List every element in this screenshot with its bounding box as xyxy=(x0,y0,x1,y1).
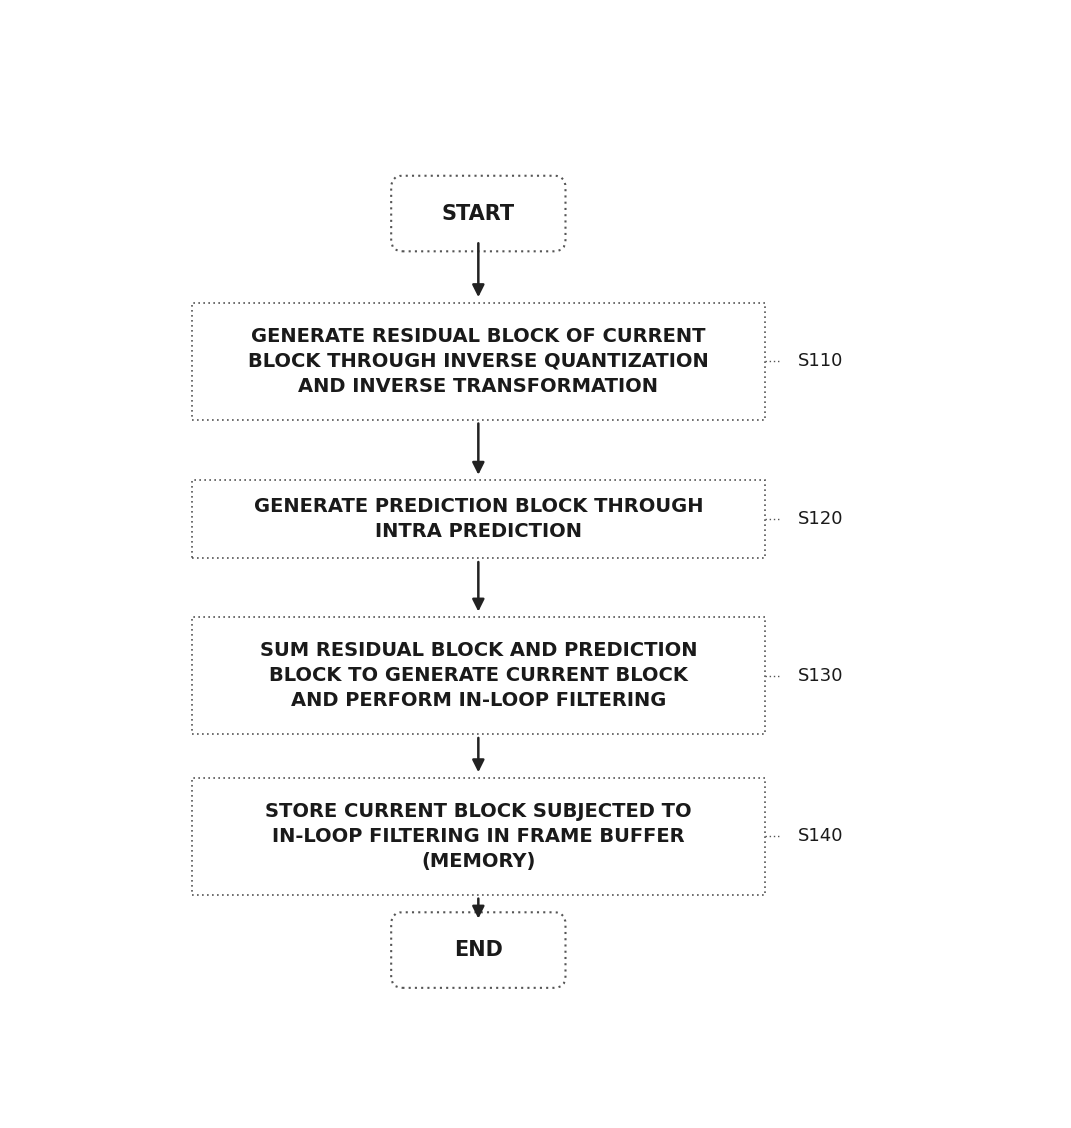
FancyBboxPatch shape xyxy=(192,617,765,734)
FancyBboxPatch shape xyxy=(391,176,565,252)
Text: SUM RESIDUAL BLOCK AND PREDICTION
BLOCK TO GENERATE CURRENT BLOCK
AND PERFORM IN: SUM RESIDUAL BLOCK AND PREDICTION BLOCK … xyxy=(259,641,697,711)
Text: GENERATE RESIDUAL BLOCK OF CURRENT
BLOCK THROUGH INVERSE QUANTIZATION
AND INVERS: GENERATE RESIDUAL BLOCK OF CURRENT BLOCK… xyxy=(248,327,709,396)
FancyBboxPatch shape xyxy=(192,777,765,895)
Text: S140: S140 xyxy=(798,827,843,845)
Text: S130: S130 xyxy=(798,667,843,685)
FancyBboxPatch shape xyxy=(391,913,565,988)
Text: END: END xyxy=(454,940,502,960)
Text: GENERATE PREDICTION BLOCK THROUGH
INTRA PREDICTION: GENERATE PREDICTION BLOCK THROUGH INTRA … xyxy=(254,497,703,541)
Text: S120: S120 xyxy=(798,510,843,528)
FancyBboxPatch shape xyxy=(192,302,765,420)
FancyBboxPatch shape xyxy=(192,481,765,558)
Text: STORE CURRENT BLOCK SUBJECTED TO
IN-LOOP FILTERING IN FRAME BUFFER
(MEMORY): STORE CURRENT BLOCK SUBJECTED TO IN-LOOP… xyxy=(265,802,692,871)
Text: S110: S110 xyxy=(798,352,843,370)
Text: START: START xyxy=(441,203,515,223)
